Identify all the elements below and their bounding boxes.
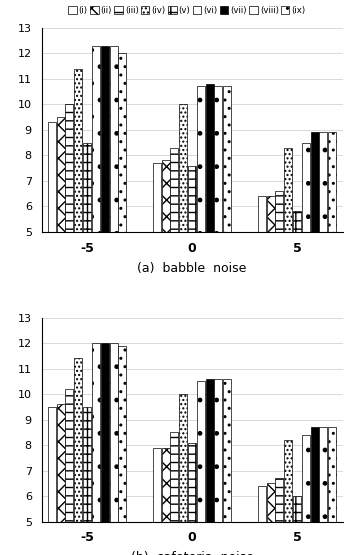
Bar [328,132,336,232]
Bar [206,84,213,232]
Bar [319,427,327,522]
Bar [65,104,73,232]
Bar [275,191,283,232]
X-axis label: (a)  babble  noise: (a) babble noise [137,261,247,275]
Bar [83,407,91,522]
Bar [118,53,126,232]
Bar [188,165,196,232]
Bar [179,104,187,232]
Bar [57,405,65,522]
Bar [48,122,56,232]
Bar [162,160,170,232]
Bar [284,440,292,522]
Bar [92,46,100,232]
Bar [171,148,179,232]
Bar [258,486,266,522]
Bar [293,211,301,232]
Bar [110,343,118,522]
Bar [197,87,205,232]
Bar [206,379,213,522]
Bar [153,163,161,232]
Bar [215,87,222,232]
Bar [92,343,100,522]
Bar [65,389,73,522]
Bar [188,442,196,522]
Bar [223,379,231,522]
Bar [284,148,292,232]
Bar [57,117,65,232]
Bar [275,478,283,522]
Bar [74,69,82,232]
Bar [266,483,274,522]
Bar [153,448,161,522]
Bar [48,407,56,522]
Bar [101,343,109,522]
Bar [311,427,319,522]
Bar [197,381,205,522]
Bar [110,46,118,232]
Bar [74,359,82,522]
Bar [293,496,301,522]
Bar [302,143,310,232]
Bar [223,87,231,232]
Bar [302,435,310,522]
Bar [319,132,327,232]
Bar [179,394,187,522]
Bar [311,132,319,232]
Bar [162,448,170,522]
X-axis label: (b)  cafeteria  noise: (b) cafeteria noise [130,551,254,555]
Bar [266,196,274,232]
Bar [101,46,109,232]
Bar [258,196,266,232]
Bar [118,346,126,522]
Bar [215,379,222,522]
Bar [171,432,179,522]
Legend: (i), (ii), (iii), (iv), (v), (vi), (vii), (viii), (ix): (i), (ii), (iii), (iv), (v), (vi), (vii)… [66,4,308,17]
Bar [328,427,336,522]
Bar [83,143,91,232]
